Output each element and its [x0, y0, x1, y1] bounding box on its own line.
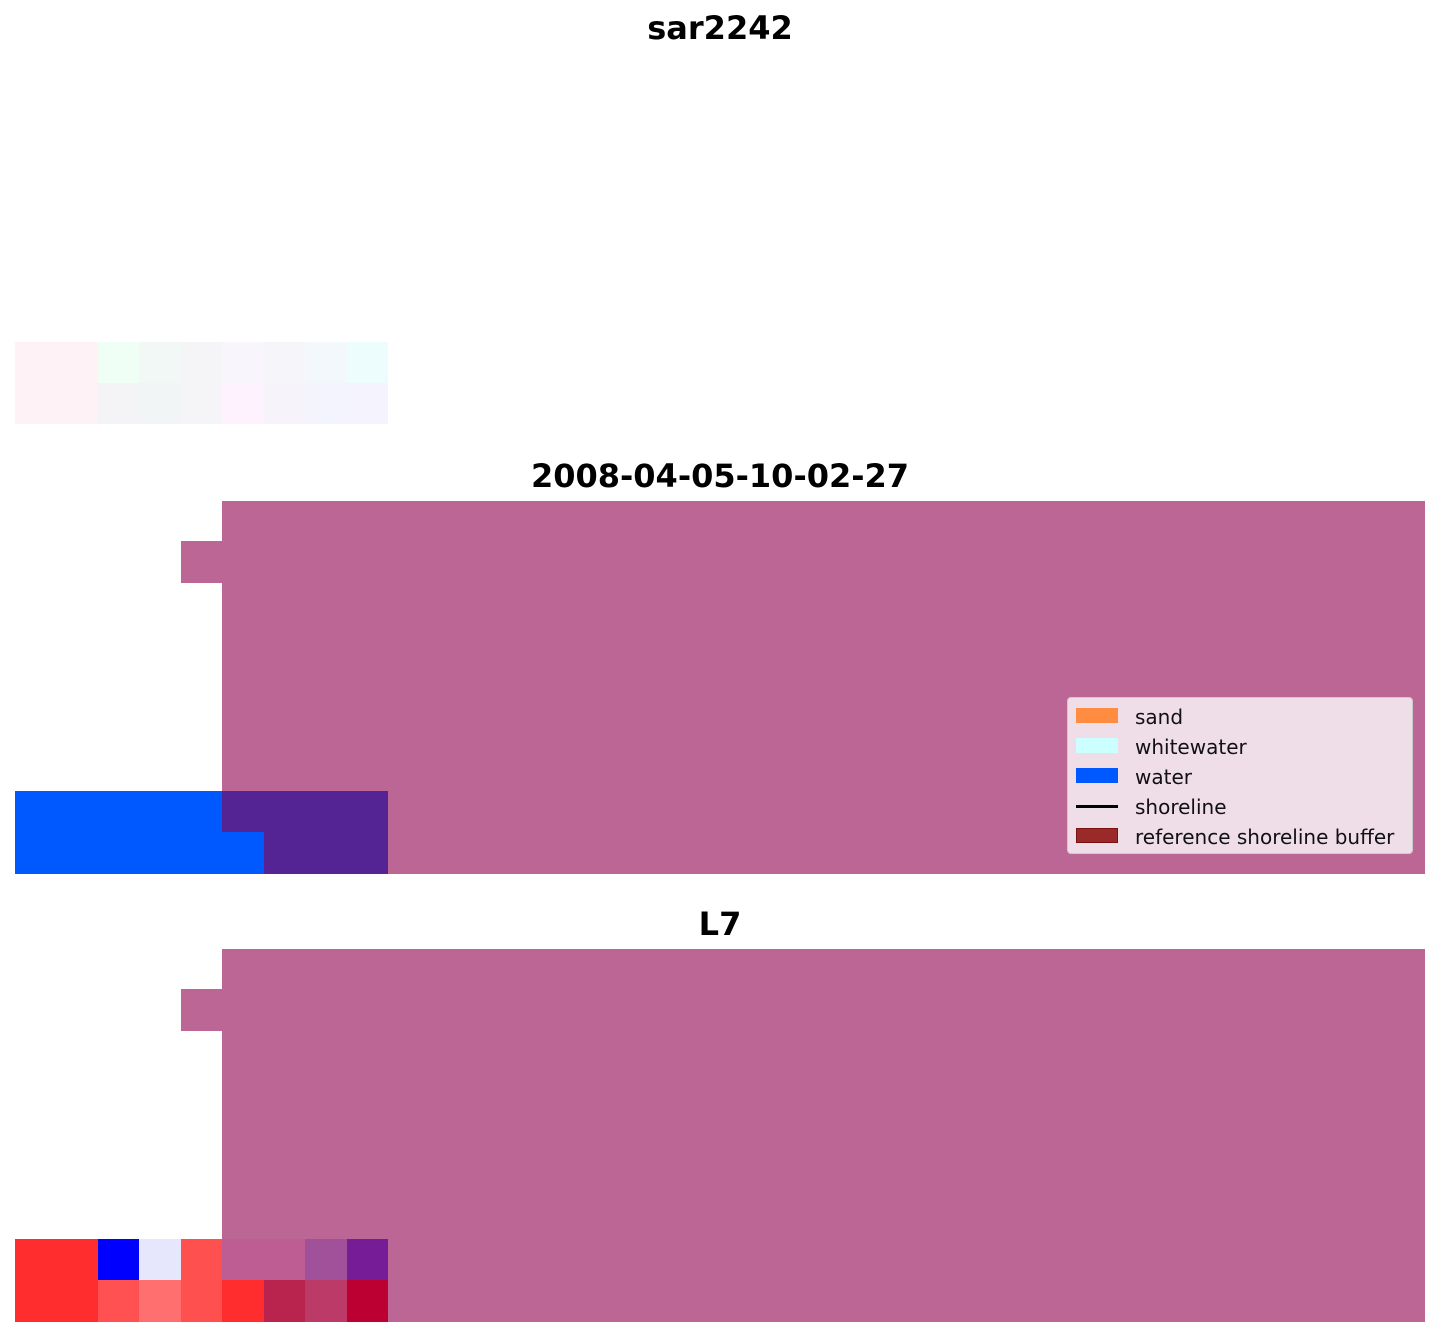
reference-buffer-swatch: [1076, 828, 1118, 843]
pixel-cell: [222, 1239, 305, 1280]
pixel-cell: [98, 1239, 139, 1280]
pixel-cell: [98, 342, 139, 383]
pixel-cell: [15, 1280, 98, 1322]
legend-label: shoreline: [1135, 795, 1227, 819]
legend-label: whitewater: [1135, 735, 1247, 759]
pixel-cell: [305, 342, 347, 383]
pixel-cell: [181, 1280, 222, 1322]
water-buffer-overlap: [222, 791, 388, 832]
pixel-cell: [347, 383, 388, 424]
legend-item-shoreline: shoreline: [1068, 793, 1412, 823]
legend: sand whitewater water shoreline referenc…: [1067, 697, 1413, 854]
sand-swatch: [1076, 708, 1118, 723]
image-panel-classification: [15, 501, 1425, 874]
panel-title-1: sar2242: [647, 9, 793, 47]
pixel-cell: [222, 342, 264, 383]
water-buffer-overlap: [264, 832, 388, 874]
whitewater-swatch: [1076, 738, 1118, 753]
legend-label: water: [1135, 765, 1192, 789]
buffer-region: [181, 989, 222, 1031]
legend-item-reference-buffer: reference shoreline buffer: [1068, 823, 1412, 853]
pixel-cell: [15, 342, 98, 424]
shoreline-line-icon: [1076, 805, 1118, 808]
legend-label: sand: [1135, 705, 1184, 729]
buffer-region: [222, 949, 1425, 1322]
pixel-cell: [347, 1239, 388, 1280]
pixel-cell: [181, 383, 222, 424]
pixel-cell: [181, 342, 222, 383]
pixel-cell: [139, 383, 181, 424]
image-panel-sar: [15, 48, 1425, 424]
pixel-cell: [98, 1280, 139, 1322]
panel-title-3: L7: [698, 905, 742, 943]
legend-item-whitewater: whitewater: [1068, 732, 1412, 762]
pixel-cell: [181, 1239, 222, 1280]
pixel-cell: [264, 342, 305, 383]
pixel-cell: [15, 1239, 98, 1280]
water-swatch: [1076, 768, 1118, 783]
pixel-cell: [139, 1239, 181, 1280]
pixel-cell: [347, 1280, 388, 1322]
pixel-cell: [139, 1280, 181, 1322]
pixel-cell: [305, 383, 347, 424]
pixel-cell: [222, 1280, 264, 1322]
image-panel-l7: [15, 949, 1425, 1322]
pixel-cell: [98, 383, 139, 424]
pixel-cell: [264, 383, 305, 424]
water-region: [222, 832, 264, 874]
legend-item-water: water: [1068, 763, 1412, 793]
pixel-cell: [305, 1280, 347, 1322]
pixel-cell: [139, 342, 181, 383]
pixel-cell: [305, 1239, 347, 1280]
pixel-cell: [264, 1280, 305, 1322]
legend-label: reference shoreline buffer: [1135, 825, 1395, 849]
buffer-region: [181, 541, 222, 583]
water-region: [15, 791, 222, 874]
panel-title-2: 2008-04-05-10-02-27: [530, 457, 910, 495]
pixel-cell: [222, 383, 264, 424]
legend-item-sand: sand: [1068, 702, 1412, 732]
pixel-cell: [347, 342, 388, 383]
